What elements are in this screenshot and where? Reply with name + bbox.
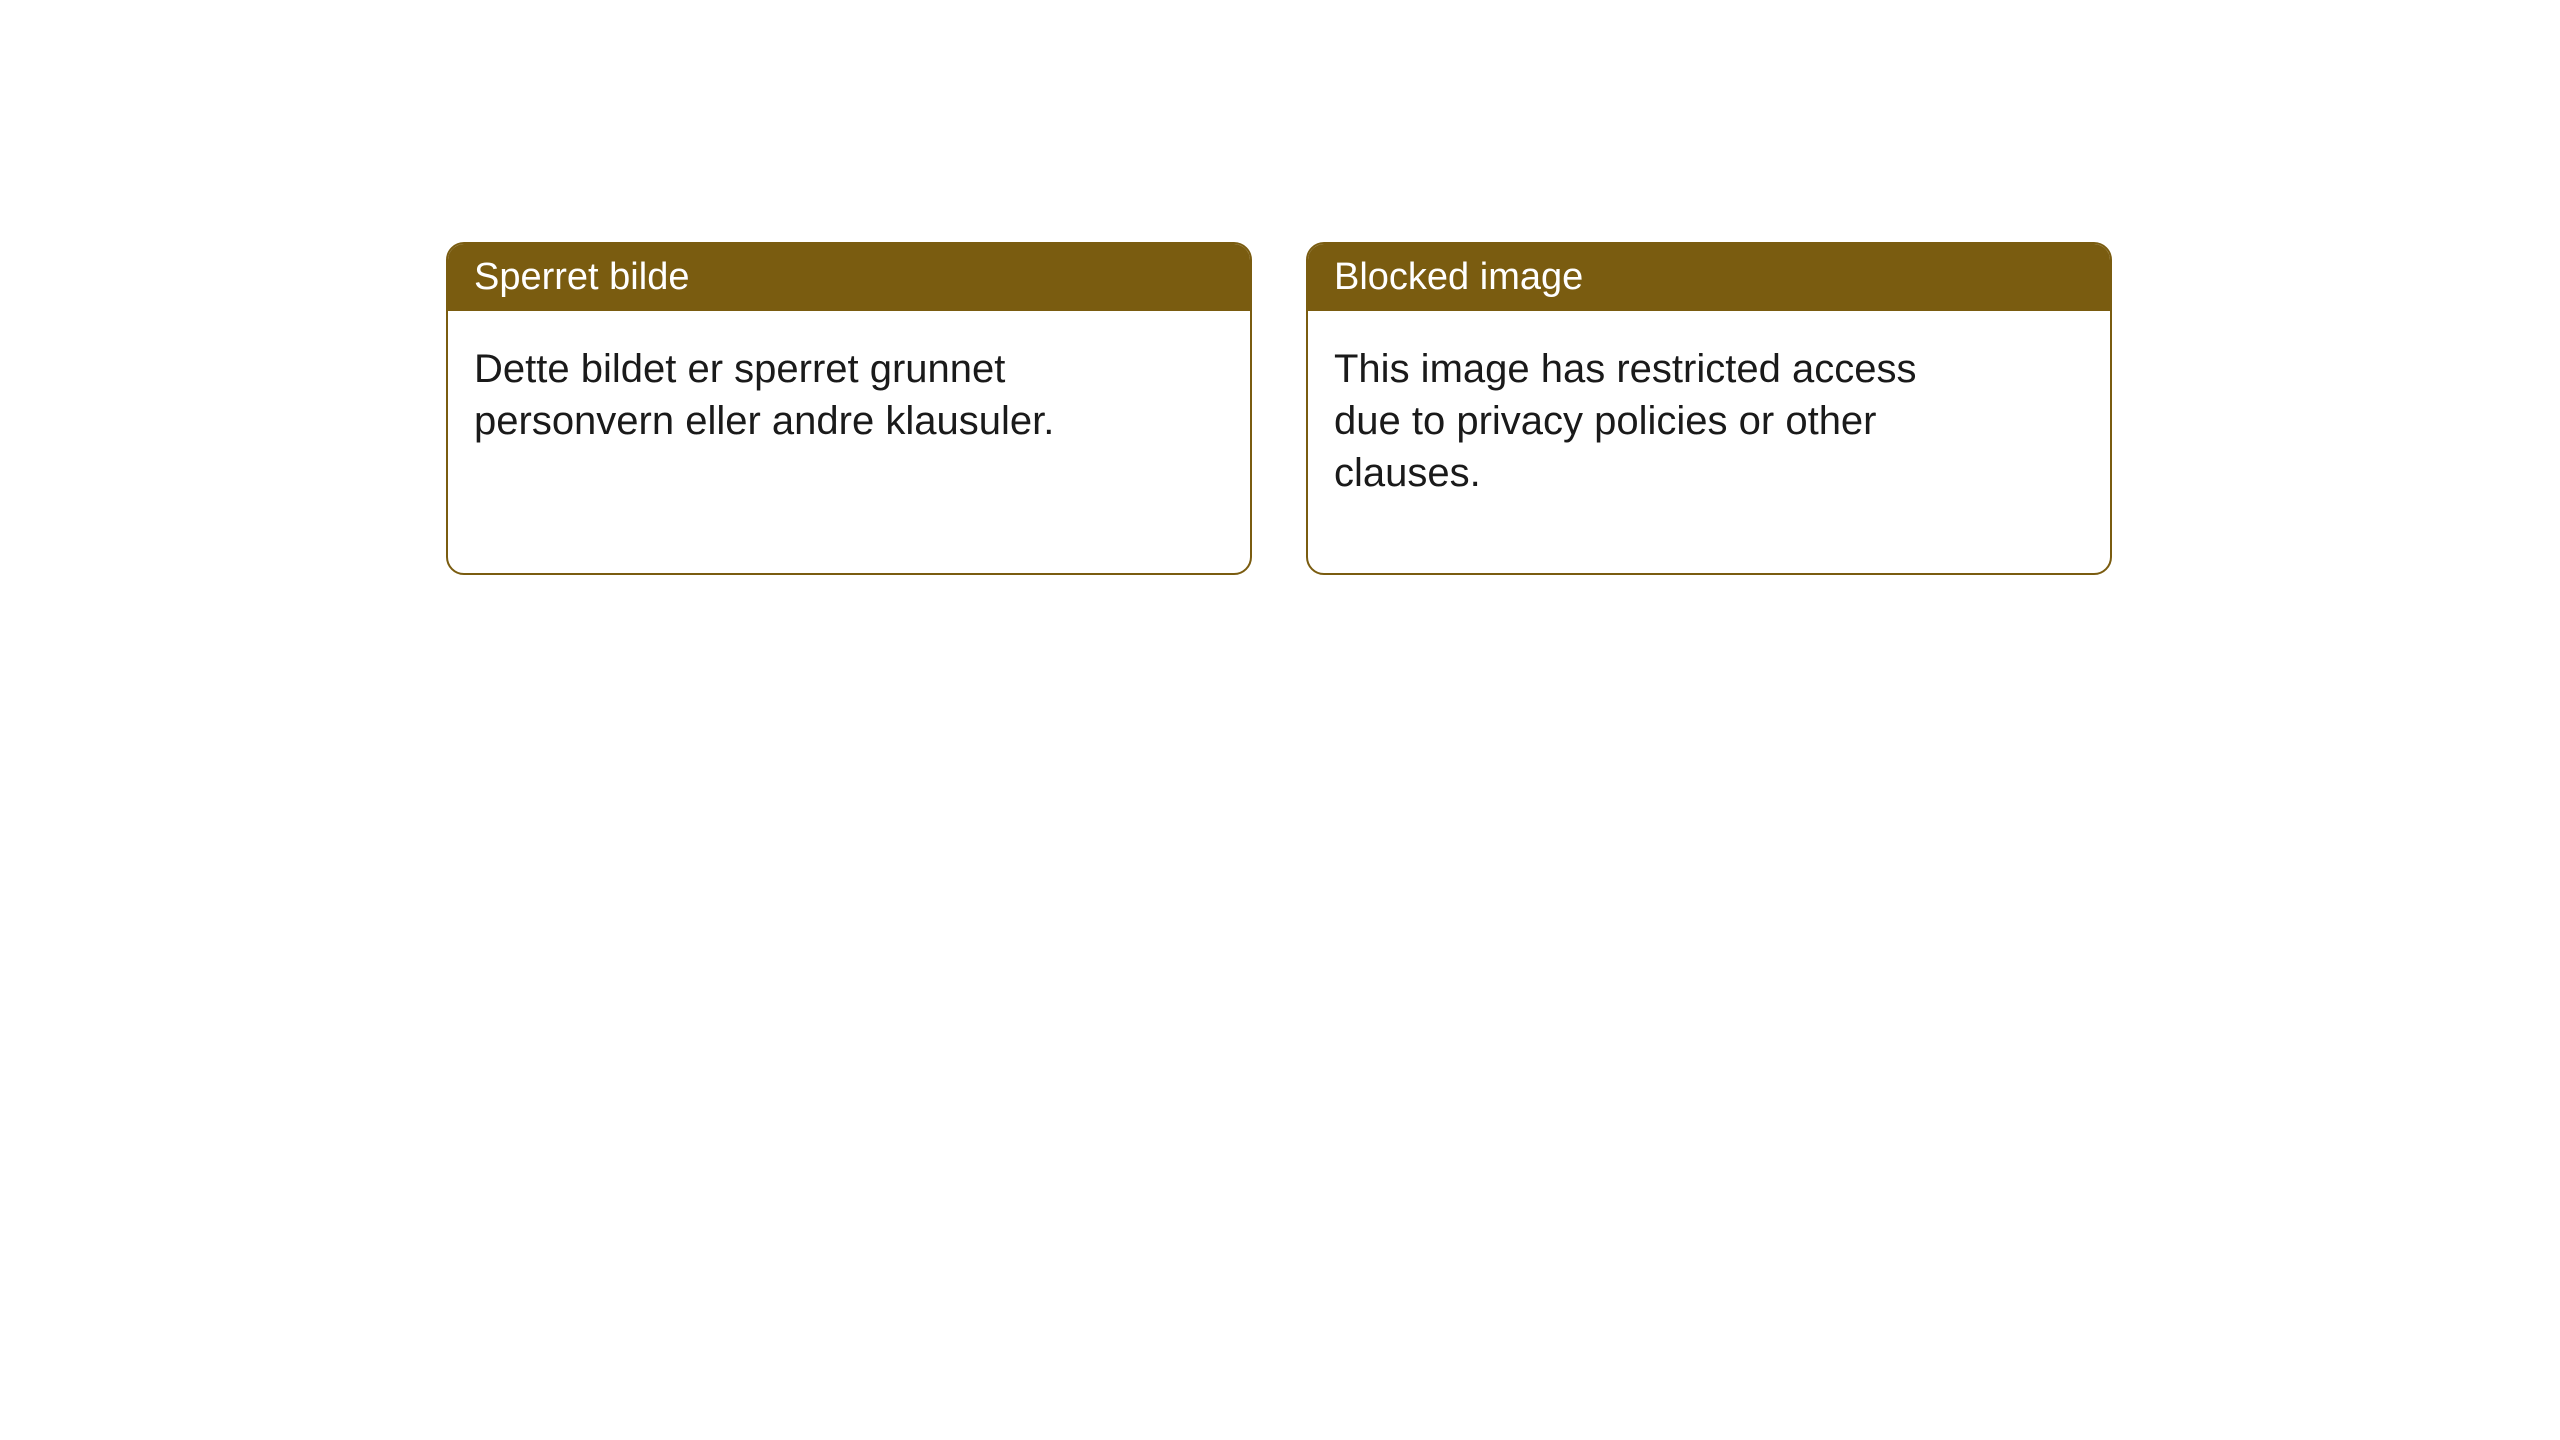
notice-container: Sperret bilde Dette bildet er sperret gr… — [0, 0, 2560, 575]
notice-card-norwegian: Sperret bilde Dette bildet er sperret gr… — [446, 242, 1252, 575]
notice-header: Sperret bilde — [448, 244, 1250, 311]
notice-body: Dette bildet er sperret grunnet personve… — [448, 311, 1148, 521]
notice-title: Blocked image — [1334, 256, 1583, 298]
notice-title: Sperret bilde — [474, 256, 689, 298]
notice-body-text: This image has restricted access due to … — [1334, 347, 1916, 495]
notice-body-text: Dette bildet er sperret grunnet personve… — [474, 347, 1054, 443]
notice-header: Blocked image — [1308, 244, 2110, 311]
notice-card-english: Blocked image This image has restricted … — [1306, 242, 2112, 575]
notice-body: This image has restricted access due to … — [1308, 311, 2008, 573]
